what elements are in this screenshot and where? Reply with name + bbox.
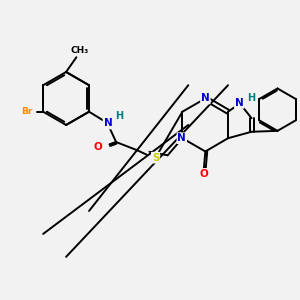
Text: H: H [248,93,256,103]
Text: N: N [177,133,186,143]
Text: H: H [116,110,124,121]
Text: S: S [152,153,159,163]
Text: O: O [94,142,102,152]
Text: N: N [201,94,210,103]
Text: O: O [200,169,208,179]
Text: CH₃: CH₃ [70,46,88,55]
Text: N: N [103,118,112,128]
Text: N: N [235,98,244,108]
Text: Br: Br [21,107,33,116]
